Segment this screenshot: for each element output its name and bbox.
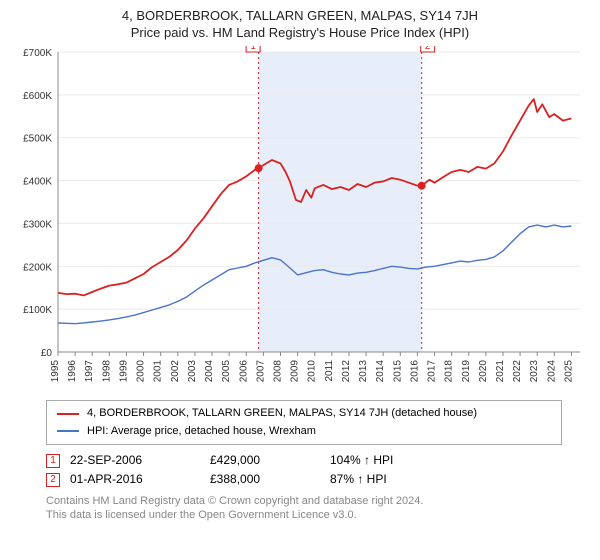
- svg-text:1995: 1995: [50, 360, 61, 383]
- svg-text:1997: 1997: [84, 360, 95, 383]
- svg-text:2018: 2018: [444, 360, 455, 383]
- legend-swatch: [57, 413, 79, 415]
- svg-text:2017: 2017: [427, 360, 438, 383]
- tx-marker-icon: 1: [46, 454, 60, 468]
- svg-text:£700K: £700K: [23, 48, 52, 59]
- tx-price: £429,000: [210, 451, 320, 470]
- svg-text:£200K: £200K: [23, 262, 52, 273]
- legend-item: HPI: Average price, detached house, Wrex…: [57, 423, 551, 441]
- chart-svg: £0 £100K £200K £300K £400K £500K £600K £700K 199…: [14, 46, 586, 396]
- svg-text:1999: 1999: [118, 360, 129, 383]
- svg-text:2: 2: [425, 46, 431, 52]
- svg-text:£500K: £500K: [23, 134, 52, 145]
- legend-label: HPI: Average price, detached house, Wrex…: [87, 423, 316, 441]
- svg-text:2012: 2012: [341, 360, 352, 383]
- svg-text:2005: 2005: [221, 360, 232, 383]
- svg-text:2013: 2013: [358, 360, 369, 383]
- svg-text:2001: 2001: [153, 360, 164, 383]
- table-row: 2 01-APR-2016 £388,000 87% ↑ HPI: [46, 470, 562, 489]
- table-row: 1 22-SEP-2006 £429,000 104% ↑ HPI: [46, 451, 562, 470]
- plot-area: £0 £100K £200K £300K £400K £500K £600K £700K 199…: [14, 46, 586, 396]
- svg-text:2020: 2020: [478, 360, 489, 383]
- svg-text:1: 1: [250, 46, 256, 52]
- svg-text:£100K: £100K: [23, 305, 52, 316]
- svg-text:2004: 2004: [204, 360, 215, 383]
- svg-text:2023: 2023: [529, 360, 540, 383]
- transaction-table: 1 22-SEP-2006 £429,000 104% ↑ HPI 2 01-A…: [46, 451, 562, 489]
- svg-text:2003: 2003: [187, 360, 198, 383]
- svg-text:£600K: £600K: [23, 91, 52, 102]
- svg-text:2024: 2024: [546, 360, 557, 383]
- svg-text:2009: 2009: [290, 360, 301, 383]
- tx-hpi: 104% ↑ HPI: [330, 451, 393, 470]
- svg-text:2025: 2025: [563, 360, 574, 383]
- tx-date: 22-SEP-2006: [70, 451, 200, 470]
- svg-text:2022: 2022: [512, 360, 523, 383]
- svg-text:2007: 2007: [255, 360, 266, 383]
- tx-date: 01-APR-2016: [70, 470, 200, 489]
- svg-text:2019: 2019: [461, 360, 472, 383]
- svg-text:2008: 2008: [272, 360, 283, 383]
- svg-text:2000: 2000: [136, 360, 147, 383]
- svg-text:2016: 2016: [409, 360, 420, 383]
- svg-text:2006: 2006: [238, 360, 249, 383]
- chart-subtitle: Price paid vs. HM Land Registry's House …: [14, 25, 586, 40]
- chart-container: 4, BORDERBROOK, TALLARN GREEN, MALPAS, S…: [0, 0, 600, 560]
- legend-swatch: [57, 430, 79, 432]
- tx-price: £388,000: [210, 470, 320, 489]
- svg-text:2021: 2021: [495, 360, 506, 383]
- svg-text:£400K: £400K: [23, 177, 52, 188]
- copyright-notice: Contains HM Land Registry data © Crown c…: [46, 494, 562, 523]
- svg-text:2015: 2015: [392, 360, 403, 383]
- tx-marker-icon: 2: [46, 473, 60, 487]
- svg-text:2002: 2002: [170, 360, 181, 383]
- svg-text:£300K: £300K: [23, 219, 52, 230]
- svg-text:£0: £0: [41, 348, 53, 359]
- svg-text:2010: 2010: [307, 360, 318, 383]
- legend-box: 4, BORDERBROOK, TALLARN GREEN, MALPAS, S…: [46, 400, 562, 445]
- legend-label: 4, BORDERBROOK, TALLARN GREEN, MALPAS, S…: [87, 405, 477, 423]
- legend-item: 4, BORDERBROOK, TALLARN GREEN, MALPAS, S…: [57, 405, 551, 423]
- svg-text:2011: 2011: [324, 360, 335, 382]
- svg-text:1998: 1998: [101, 360, 112, 383]
- chart-title: 4, BORDERBROOK, TALLARN GREEN, MALPAS, S…: [14, 8, 586, 23]
- svg-text:2014: 2014: [375, 360, 386, 383]
- tx-hpi: 87% ↑ HPI: [330, 470, 387, 489]
- svg-text:1996: 1996: [67, 360, 78, 383]
